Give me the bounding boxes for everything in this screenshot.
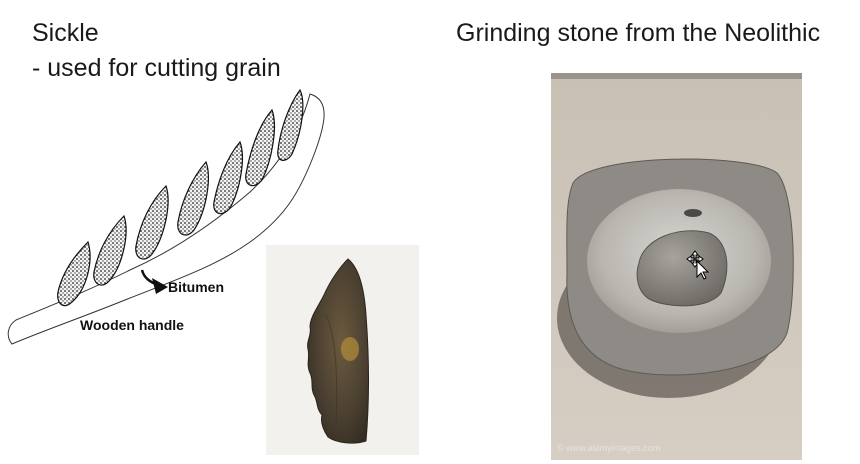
- flint-blades: [57, 88, 304, 307]
- photo-watermark: © www.alamyimages.com: [557, 443, 660, 453]
- bitumen-arrowhead: [152, 278, 168, 294]
- flint-blade-photo: [266, 245, 419, 455]
- sickle-title: Sickle: [32, 19, 99, 47]
- hand-stone: [636, 230, 728, 307]
- move-cursor-icon: [686, 250, 710, 280]
- wooden-handle-label: Wooden handle: [80, 317, 184, 333]
- sickle-subtitle: - used for cutting grain: [32, 54, 281, 82]
- grinding-stone-photo: © www.alamyimages.com: [551, 73, 802, 460]
- grinding-stone-title: Grinding stone from the Neolithic: [456, 19, 821, 47]
- sickle-drawing: Bitumen Wooden handle: [7, 88, 325, 345]
- wooden-handle-outline: [7, 93, 325, 345]
- bitumen-label: Bitumen: [168, 279, 224, 295]
